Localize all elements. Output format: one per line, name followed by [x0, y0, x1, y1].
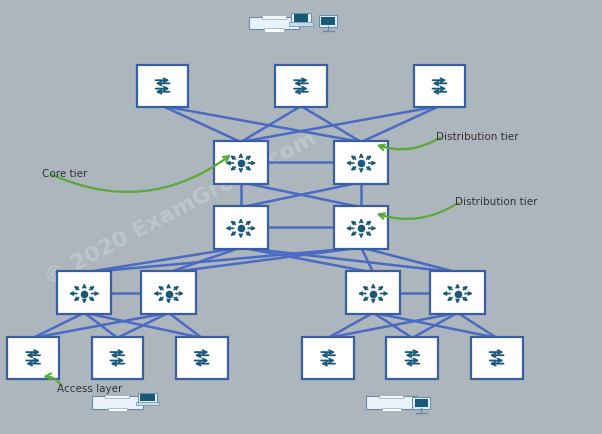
- FancyBboxPatch shape: [262, 16, 286, 20]
- FancyBboxPatch shape: [7, 337, 59, 379]
- FancyBboxPatch shape: [137, 66, 188, 108]
- FancyBboxPatch shape: [471, 337, 523, 379]
- FancyBboxPatch shape: [414, 66, 465, 108]
- Text: © 2020 ExamGroup.com: © 2020 ExamGroup.com: [42, 128, 320, 288]
- FancyBboxPatch shape: [105, 395, 129, 398]
- FancyBboxPatch shape: [334, 141, 388, 184]
- FancyBboxPatch shape: [382, 408, 401, 411]
- FancyBboxPatch shape: [379, 395, 403, 398]
- FancyBboxPatch shape: [176, 337, 228, 379]
- FancyBboxPatch shape: [386, 337, 438, 379]
- FancyBboxPatch shape: [430, 272, 485, 314]
- FancyBboxPatch shape: [302, 337, 354, 379]
- Text: Distribution tier: Distribution tier: [436, 132, 519, 141]
- FancyBboxPatch shape: [138, 393, 157, 403]
- FancyBboxPatch shape: [289, 23, 313, 26]
- FancyBboxPatch shape: [415, 399, 428, 407]
- FancyBboxPatch shape: [412, 397, 430, 409]
- FancyBboxPatch shape: [140, 394, 155, 401]
- FancyBboxPatch shape: [321, 18, 335, 26]
- Text: Core tier: Core tier: [42, 169, 87, 178]
- FancyBboxPatch shape: [214, 207, 268, 249]
- Text: Access layer: Access layer: [57, 384, 123, 393]
- FancyBboxPatch shape: [366, 397, 417, 409]
- FancyBboxPatch shape: [334, 207, 388, 249]
- FancyBboxPatch shape: [92, 397, 143, 409]
- FancyBboxPatch shape: [136, 402, 159, 405]
- FancyBboxPatch shape: [108, 408, 127, 411]
- FancyBboxPatch shape: [57, 272, 111, 314]
- Text: Distribution tier: Distribution tier: [455, 197, 537, 207]
- FancyBboxPatch shape: [264, 30, 284, 33]
- FancyBboxPatch shape: [249, 17, 299, 30]
- FancyBboxPatch shape: [291, 14, 311, 24]
- FancyBboxPatch shape: [275, 66, 327, 108]
- FancyBboxPatch shape: [141, 272, 196, 314]
- FancyBboxPatch shape: [294, 15, 308, 23]
- FancyBboxPatch shape: [319, 16, 337, 28]
- FancyBboxPatch shape: [92, 337, 143, 379]
- FancyBboxPatch shape: [346, 272, 400, 314]
- FancyBboxPatch shape: [214, 141, 268, 184]
